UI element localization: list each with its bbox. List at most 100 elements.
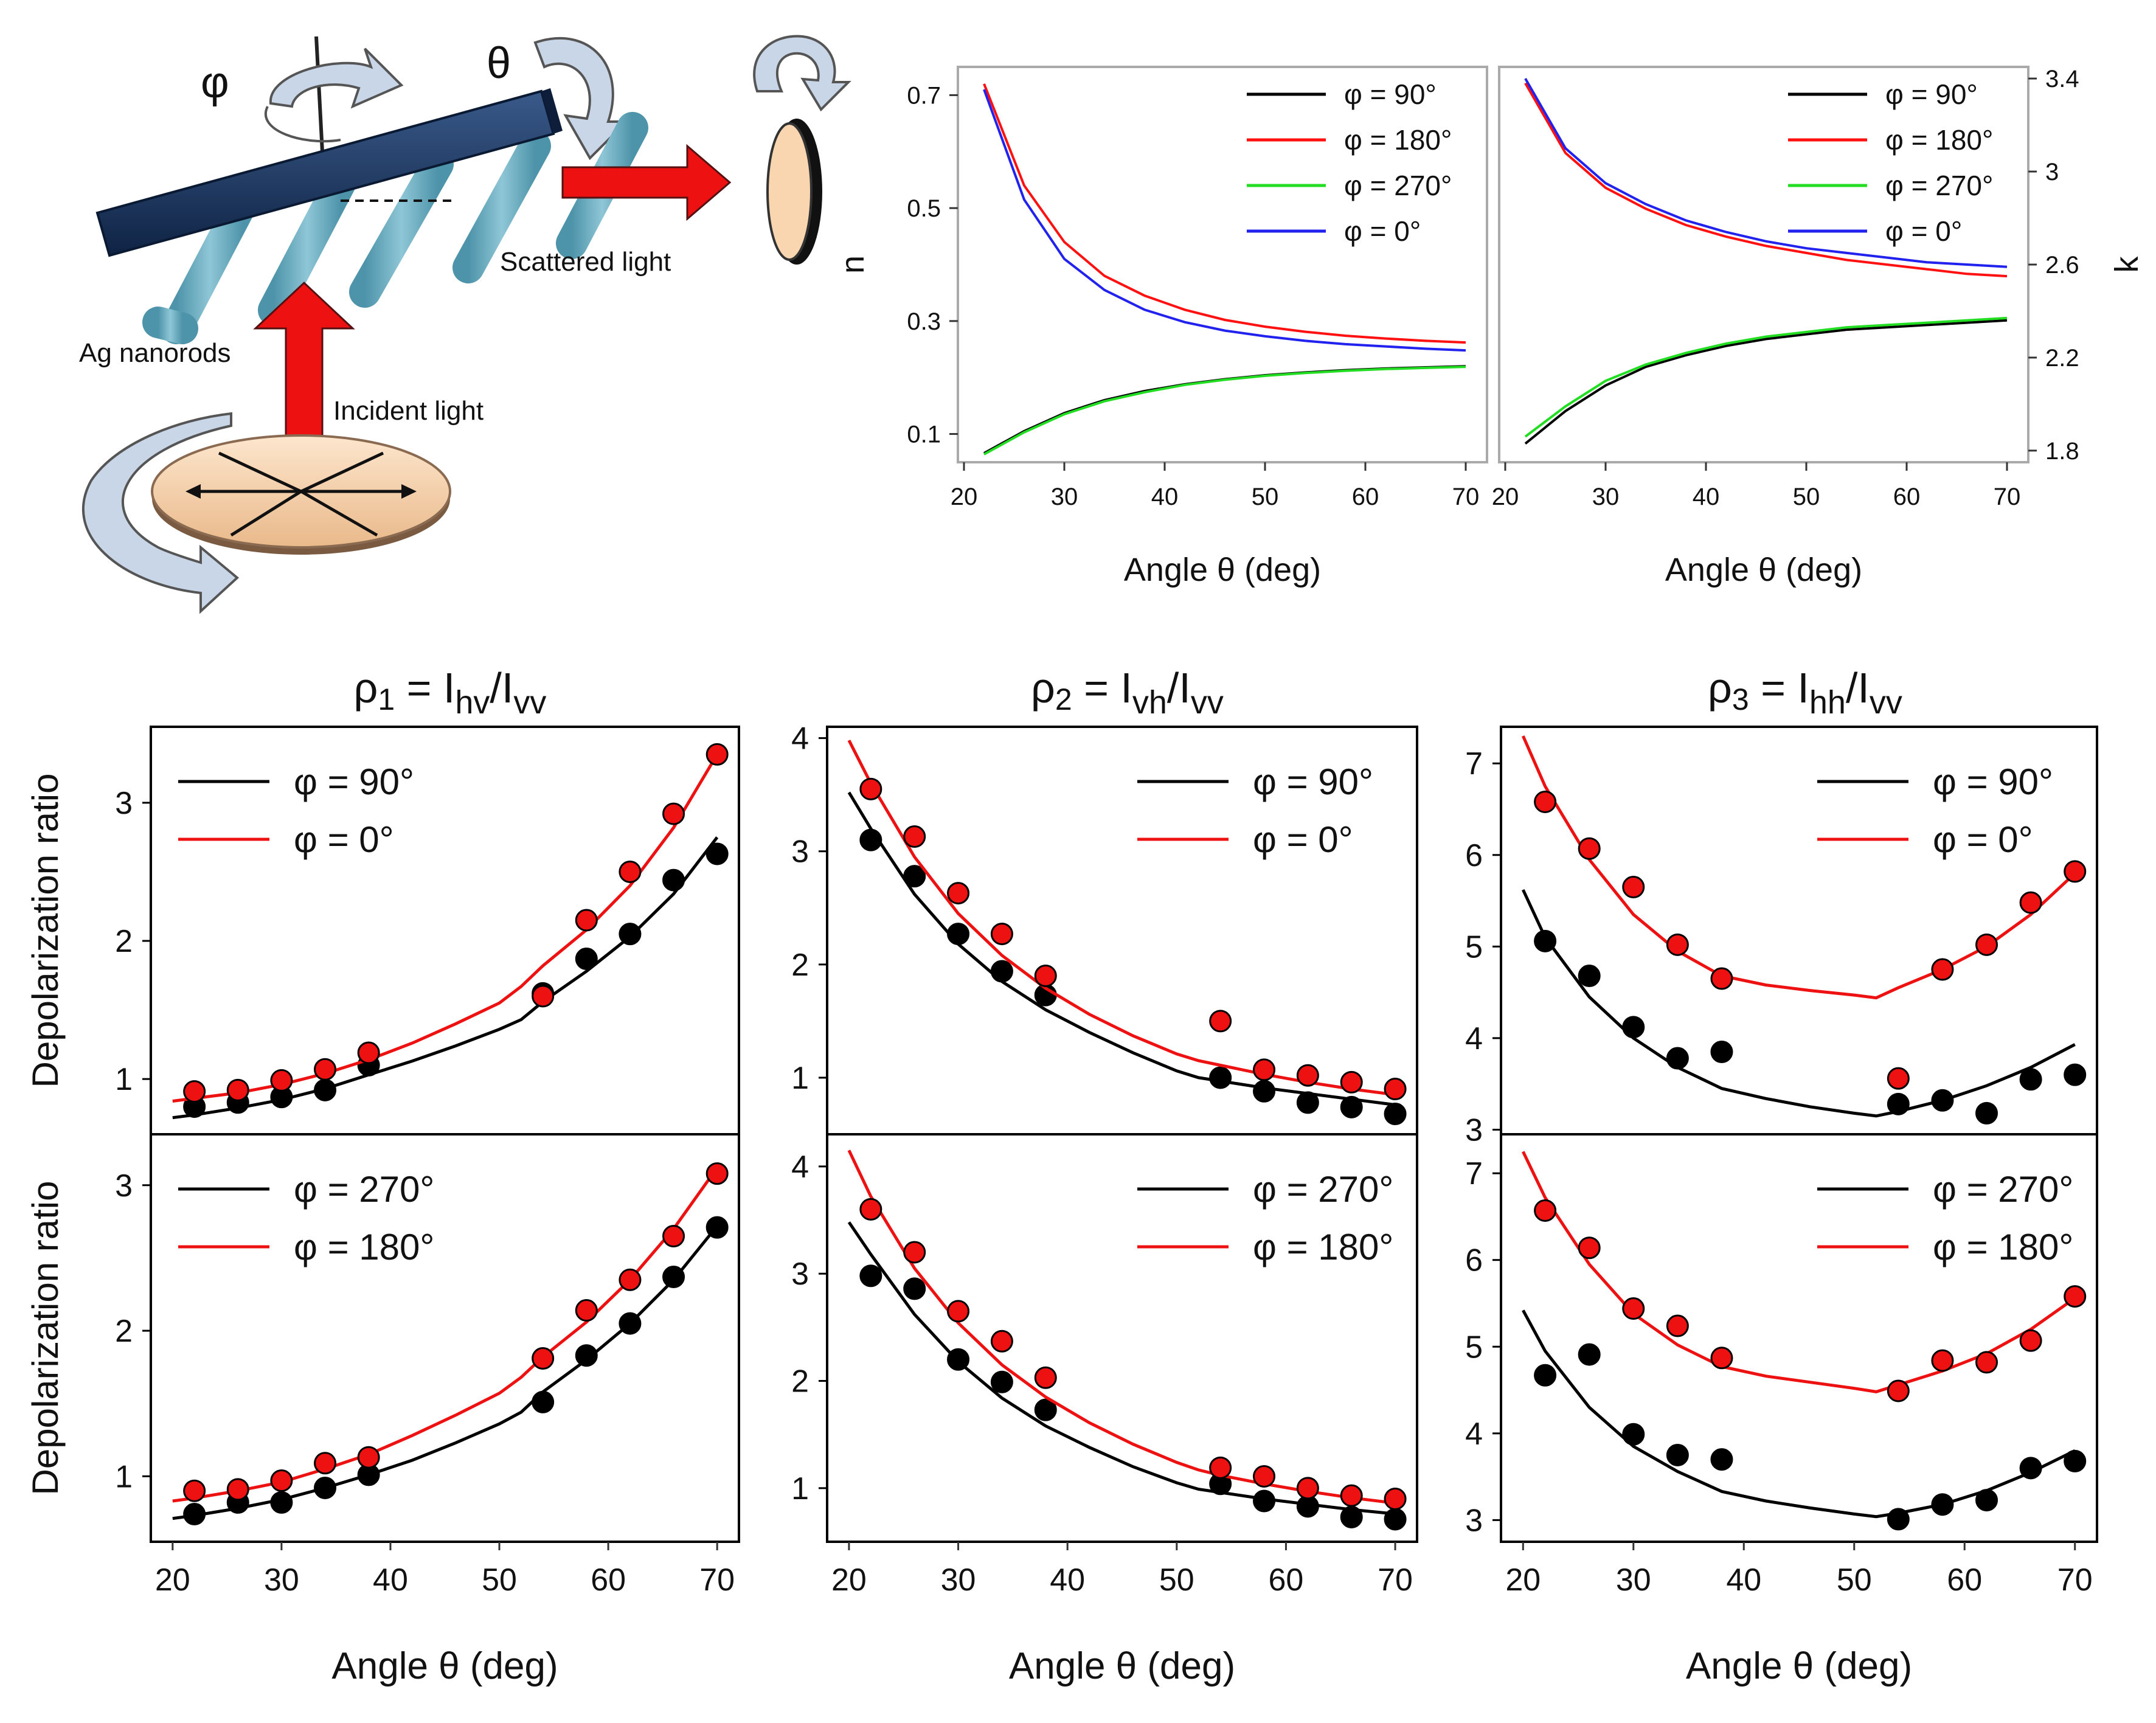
data-point <box>1034 1366 1057 1389</box>
data-point <box>2064 1063 2087 1086</box>
data-point <box>990 960 1013 983</box>
data-point <box>662 802 685 825</box>
legend-label: φ = 0° <box>1253 819 1353 860</box>
x-axis-label: Angle θ (deg) <box>1686 1645 1912 1687</box>
y-axis-label: Depolarization ratio <box>25 774 66 1088</box>
series-2 <box>172 1162 729 1503</box>
detector-disk <box>766 119 822 265</box>
y-tick-label: 4 <box>791 721 809 757</box>
y-tick-label: 4 <box>1465 1021 1483 1056</box>
substrate <box>95 88 563 257</box>
fit-line <box>1522 1151 2076 1393</box>
x-tick-label: 60 <box>1269 1562 1304 1598</box>
y-axis-label: k <box>2109 256 2145 273</box>
y-tick-label: 4 <box>791 1149 809 1185</box>
data-point <box>903 1277 926 1300</box>
data-point <box>1666 1443 1689 1466</box>
data-point <box>1340 1095 1363 1118</box>
title-part: = I <box>395 664 455 712</box>
y-tick-label: 6 <box>1465 1243 1483 1278</box>
data-point <box>1209 1456 1232 1479</box>
data-point <box>1253 1489 1276 1513</box>
x-tick-label: 50 <box>1793 484 1820 510</box>
data-point <box>1384 1508 1407 1531</box>
theta-symbol: θ <box>487 39 511 88</box>
x-tick-label: 40 <box>1151 484 1179 510</box>
data-point <box>314 1452 337 1475</box>
legend-label: φ = 90° <box>1885 78 1978 110</box>
x-axis-label: Angle θ (deg) <box>1124 552 1321 588</box>
y-tick-label: 1 <box>115 1062 133 1097</box>
data-point <box>947 882 970 905</box>
fit-line <box>847 1221 1396 1516</box>
y-tick-label: 2 <box>791 948 809 983</box>
x-axis-label: Angle θ (deg) <box>1665 552 1862 588</box>
y-tick-label: 2.6 <box>2045 252 2079 279</box>
phi-rotation-arrow-icon <box>265 36 404 153</box>
series-4 <box>1524 78 2008 268</box>
series-4 <box>983 89 1466 352</box>
series-1 <box>172 836 729 1120</box>
fit-line <box>1522 735 2076 1000</box>
y-tick-label: 0.7 <box>907 82 941 109</box>
x-tick-label: 30 <box>1592 484 1620 510</box>
data-point <box>1534 790 1557 813</box>
legend-label: φ = 0° <box>1344 215 1421 247</box>
data-point <box>1710 1040 1733 1063</box>
fit-line <box>172 754 719 1103</box>
data-point <box>270 1469 293 1492</box>
y-tick-label: 3 <box>791 1257 809 1292</box>
data-point <box>1887 1379 1910 1402</box>
data-point <box>990 923 1013 946</box>
fit-line <box>1522 1309 2076 1519</box>
data-point <box>314 1058 337 1081</box>
x-tick-label: 40 <box>1050 1562 1085 1598</box>
panel-title: ρ1 = Ihv/Ivv <box>354 664 547 721</box>
x-tick-label: 20 <box>831 1562 867 1598</box>
legend-label: φ = 270° <box>294 1169 434 1210</box>
data-point <box>1209 1010 1232 1033</box>
polarizer-disk <box>151 434 451 555</box>
series-3 <box>1524 316 2008 438</box>
x-tick-label: 30 <box>1616 1562 1651 1598</box>
title-part: hv <box>455 684 490 721</box>
data-point <box>662 1225 685 1247</box>
title-part: vv <box>1870 684 1902 721</box>
y-tick-label: 0.3 <box>907 308 941 335</box>
data-point <box>270 1069 293 1092</box>
y-tick-label: 5 <box>1465 1330 1483 1365</box>
legend: φ = 90° φ = 180° φ = 270° φ = 0° <box>1788 78 1993 247</box>
data-point <box>1340 1484 1363 1507</box>
data-point <box>1534 1199 1557 1222</box>
data-point <box>619 923 642 946</box>
data-point <box>532 985 555 1008</box>
series-line <box>1524 316 2008 438</box>
x-tick-label: 30 <box>264 1562 299 1598</box>
title-part: 1 <box>378 682 395 716</box>
data-point <box>2064 1285 2087 1308</box>
plot-frame <box>150 726 740 1135</box>
y-tick-label: 5 <box>1465 929 1483 965</box>
x-axis-label: Angle θ (deg) <box>1009 1645 1235 1687</box>
chart-n: 20 30 40 50 60 70 0.1 0.3 0.5 0.7 Angle θ (deg) n φ … <box>834 66 1488 588</box>
x-tick-label: 70 <box>1378 1562 1413 1598</box>
title-part: ρ <box>354 664 378 712</box>
data-point <box>859 1198 882 1221</box>
legend-label: φ = 0° <box>294 819 394 860</box>
data-point <box>1622 1016 1645 1039</box>
data-point <box>1578 1343 1601 1366</box>
data-point <box>1384 1078 1407 1101</box>
title-part: = I <box>1749 664 1809 712</box>
data-point <box>357 1041 380 1064</box>
x-tick-label: 30 <box>941 1562 976 1598</box>
data-point <box>1340 1070 1363 1094</box>
data-point <box>314 1476 337 1499</box>
x-tick-label: 70 <box>699 1562 735 1598</box>
data-point <box>532 1390 555 1413</box>
y-tick-label: 2 <box>791 1364 809 1399</box>
data-point <box>1253 1080 1276 1103</box>
data-point <box>705 1216 729 1239</box>
data-point <box>903 1241 926 1264</box>
x-tick-label: 30 <box>1051 484 1078 510</box>
